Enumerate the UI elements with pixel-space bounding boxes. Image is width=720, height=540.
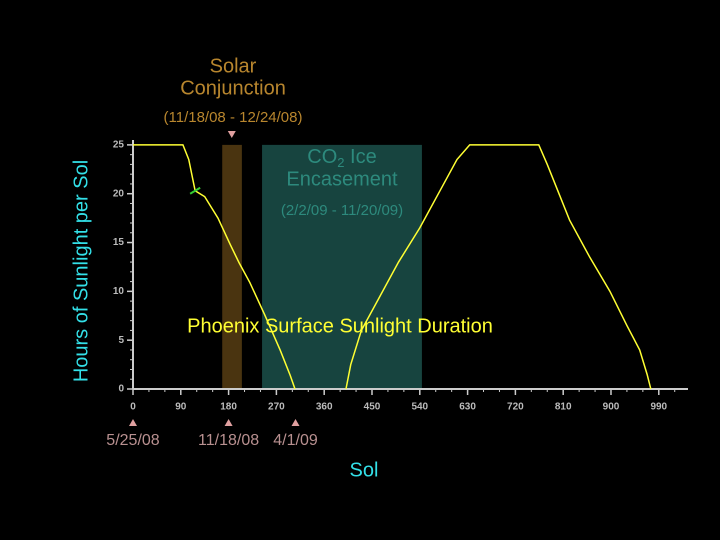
span-label: Solar xyxy=(210,55,257,77)
x-tick-label: 990 xyxy=(650,402,667,413)
x-tick-label: 360 xyxy=(316,402,333,413)
span-label: Encasement xyxy=(286,168,398,190)
y-tick-label: 25 xyxy=(113,140,125,151)
span-label-part: CO xyxy=(307,146,337,168)
x-tick-label: 720 xyxy=(507,402,524,413)
y-tick-label: 5 xyxy=(118,335,124,346)
x-tick-label: 180 xyxy=(220,402,237,413)
chart-title: Phoenix Surface Sunlight Duration xyxy=(187,315,493,337)
y-tick-label: 20 xyxy=(113,188,125,199)
x-tick-label: 900 xyxy=(603,402,620,413)
x-tick-label: 90 xyxy=(175,402,187,413)
y-tick-label: 15 xyxy=(113,237,125,248)
span-label: Conjunction xyxy=(180,77,286,99)
pointer xyxy=(227,131,236,138)
span-label: CO2 Ice xyxy=(307,146,376,170)
series-line xyxy=(133,144,652,390)
x-tick-label: 270 xyxy=(268,402,285,413)
x-tick-label: 540 xyxy=(411,402,428,413)
shaded-region xyxy=(222,144,242,389)
x-tick-label: 450 xyxy=(364,402,381,413)
x-tick-label: 0 xyxy=(130,402,136,413)
marker xyxy=(189,186,201,195)
span-sublabel: (2/2/09 - 11/20/09) xyxy=(281,202,403,219)
y-axis-label: Hours of Sunlight per Sol xyxy=(70,160,92,382)
span-label-sub: 2 xyxy=(337,155,344,170)
date-label: 4/1/09 xyxy=(273,432,318,449)
y-tick-label: 0 xyxy=(118,384,124,395)
date-pointer xyxy=(129,419,137,426)
y-tick-label: 10 xyxy=(113,286,125,297)
span-label-part: Ice xyxy=(344,146,376,168)
x-axis-label: Sol xyxy=(350,459,379,481)
span-sublabel: (11/18/08 - 12/24/08) xyxy=(164,109,303,126)
date-label: 11/18/08 xyxy=(198,432,259,449)
x-tick-label: 630 xyxy=(459,402,476,413)
date-pointer xyxy=(291,419,300,426)
date-pointer xyxy=(224,419,233,426)
x-tick-label: 810 xyxy=(555,402,572,413)
date-label: 5/25/08 xyxy=(106,432,159,449)
